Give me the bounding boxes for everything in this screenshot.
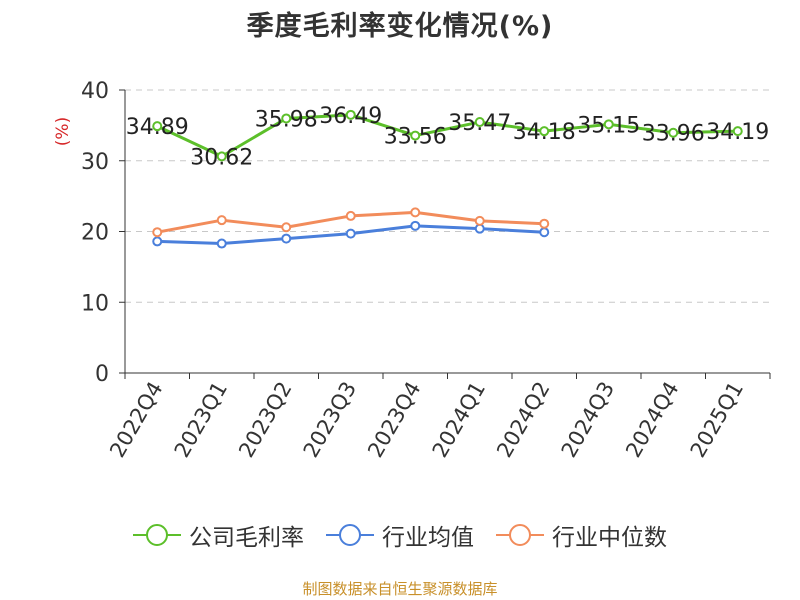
data-point xyxy=(539,227,550,238)
data-label: 33.56 xyxy=(384,125,447,150)
data-label: 36.49 xyxy=(319,104,382,129)
data-point xyxy=(152,236,163,247)
x-tick-label: 2024Q3 xyxy=(557,378,619,462)
data-point xyxy=(474,215,485,226)
legend: 公司毛利率 行业均值 行业中位数 xyxy=(0,518,800,552)
y-tick-label: 30 xyxy=(81,150,109,175)
data-point xyxy=(281,222,292,233)
data-point xyxy=(216,215,227,226)
x-tick-label: 2023Q3 xyxy=(299,378,361,462)
y-tick-label: 20 xyxy=(81,221,109,246)
data-point xyxy=(410,207,421,218)
series-line-0 xyxy=(156,113,738,158)
data-point xyxy=(152,121,163,132)
data-label: 35.15 xyxy=(577,113,640,138)
data-point xyxy=(668,127,679,138)
data-point xyxy=(410,220,421,231)
legend-swatch-icon xyxy=(326,522,374,548)
x-tick-label: 2025Q1 xyxy=(686,378,748,462)
data-label: 30.62 xyxy=(190,145,253,170)
legend-swatch-icon xyxy=(496,522,544,548)
x-tick-label: 2023Q4 xyxy=(363,378,425,462)
data-point xyxy=(603,119,614,130)
data-point xyxy=(345,228,356,239)
data-point xyxy=(345,210,356,221)
y-axis-label: (%) xyxy=(53,117,73,146)
data-point xyxy=(474,117,485,128)
data-label: 34.19 xyxy=(706,120,769,145)
data-point xyxy=(539,126,550,137)
x-tick-label: 2023Q1 xyxy=(170,378,232,462)
data-label: 35.98 xyxy=(255,107,318,132)
data-point xyxy=(410,130,421,141)
legend-swatch-icon xyxy=(133,522,181,548)
y-tick-label: 10 xyxy=(81,291,109,316)
x-tick-label: 2024Q1 xyxy=(428,378,490,462)
data-point xyxy=(732,126,743,137)
data-point xyxy=(216,238,227,249)
y-tick-label: 40 xyxy=(81,79,109,104)
legend-item[interactable]: 行业均值 xyxy=(326,518,474,552)
y-tick-label: 0 xyxy=(95,362,109,387)
x-tick-label: 2024Q2 xyxy=(492,378,554,462)
data-point xyxy=(539,218,550,229)
legend-item[interactable]: 公司毛利率 xyxy=(133,518,304,552)
data-label: 33.96 xyxy=(642,122,705,147)
source-note: 制图数据来自恒生聚源数据库 xyxy=(302,580,498,598)
x-tick-label: 2023Q2 xyxy=(234,378,296,462)
data-point xyxy=(345,109,356,120)
data-label: 34.89 xyxy=(126,115,189,140)
legend-label: 行业均值 xyxy=(382,525,474,551)
legend-label: 行业中位数 xyxy=(552,525,667,551)
data-point xyxy=(281,233,292,244)
data-point xyxy=(281,113,292,124)
legend-label: 公司毛利率 xyxy=(189,525,304,551)
chart-title: 季度毛利率变化情况(%) xyxy=(246,11,554,42)
data-point xyxy=(152,227,163,238)
data-label: 35.47 xyxy=(448,111,511,136)
data-point xyxy=(216,151,227,162)
x-tick-label: 2024Q4 xyxy=(621,378,683,462)
legend-item[interactable]: 行业中位数 xyxy=(496,518,667,552)
x-tick-label: 2022Q4 xyxy=(105,378,167,462)
data-label: 34.18 xyxy=(513,120,576,145)
